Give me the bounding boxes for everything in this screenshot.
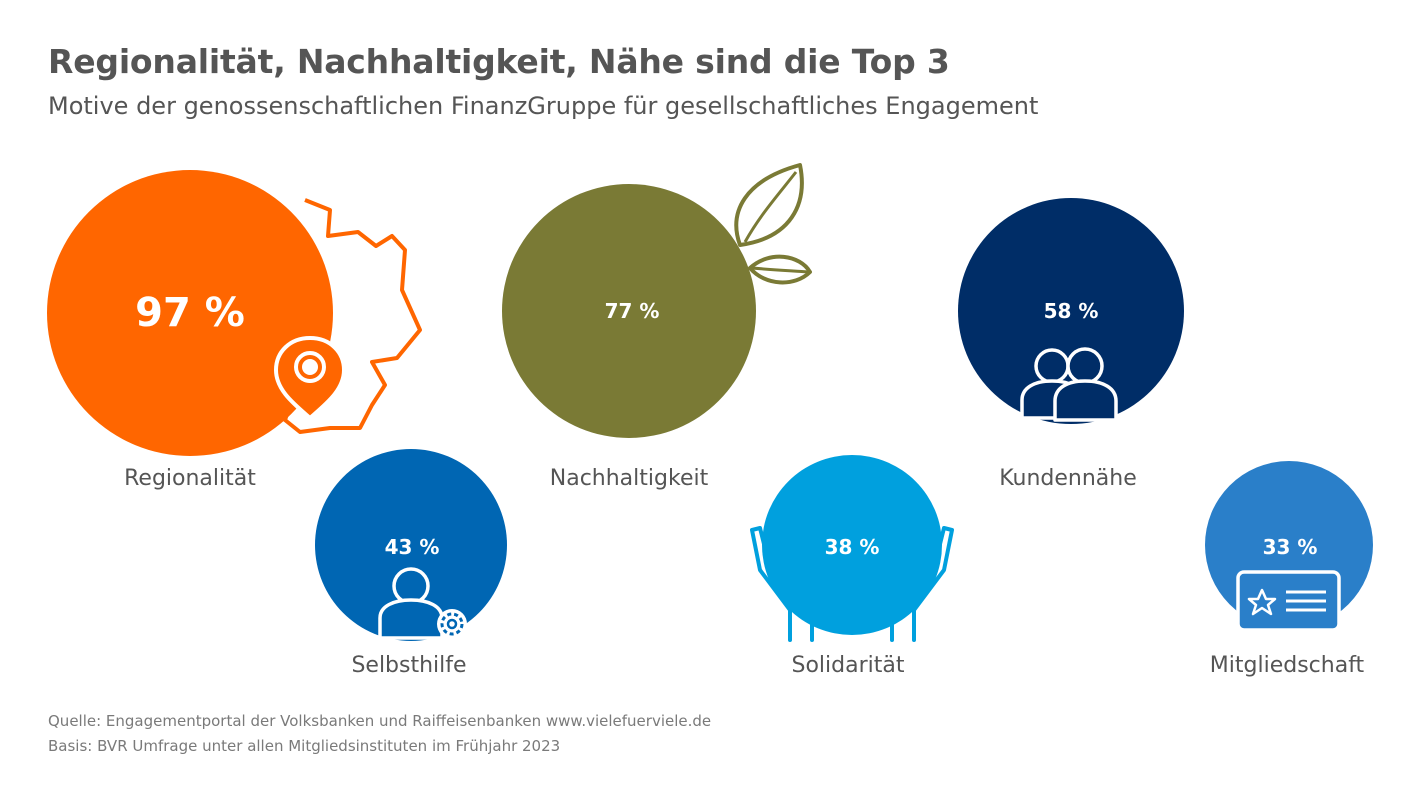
membership-card-icon <box>1236 570 1341 632</box>
value-label-kundennaehe: 58 % <box>1044 299 1099 323</box>
category-label-kundennaehe: Kundennähe <box>999 466 1137 491</box>
value-label-mitgliedschaft: 33 % <box>1263 535 1318 559</box>
category-label-mitgliedschaft: Mitgliedschaft <box>1210 653 1365 678</box>
bubble-kundennaehe <box>958 198 1184 424</box>
bubble-nachhaltigkeit <box>502 184 756 438</box>
value-label-selbsthilfe: 43 % <box>385 535 440 559</box>
value-label-nachhaltigkeit: 77 % <box>605 299 660 323</box>
value-label-solidaritaet: 38 % <box>825 535 880 559</box>
footnote-source: Quelle: Engagementportal der Volksbanken… <box>48 712 712 730</box>
chart-title: Regionalität, Nachhaltigkeit, Nähe sind … <box>48 42 950 81</box>
category-label-nachhaltigkeit: Nachhaltigkeit <box>550 466 709 491</box>
chart-subtitle: Motive der genossenschaftlichen FinanzGr… <box>48 92 1039 120</box>
bubble-selbsthilfe <box>315 449 507 641</box>
leaves-icon <box>734 163 812 285</box>
value-label-regionalitaet: 97 % <box>135 290 245 336</box>
person-gear-icon <box>378 567 467 640</box>
two-people-icon <box>1020 347 1118 422</box>
category-label-solidaritaet: Solidarität <box>792 653 905 678</box>
category-label-selbsthilfe: Selbsthilfe <box>351 653 466 678</box>
open-hands-icon <box>750 526 954 642</box>
category-label-regionalitaet: Regionalität <box>124 466 256 491</box>
germany-map-pin-icon <box>273 198 422 434</box>
footnote-basis: Basis: BVR Umfrage unter allen Mitglieds… <box>48 737 561 755</box>
bubble-regionalitaet <box>47 170 333 456</box>
bubble-solidaritaet <box>762 455 942 635</box>
